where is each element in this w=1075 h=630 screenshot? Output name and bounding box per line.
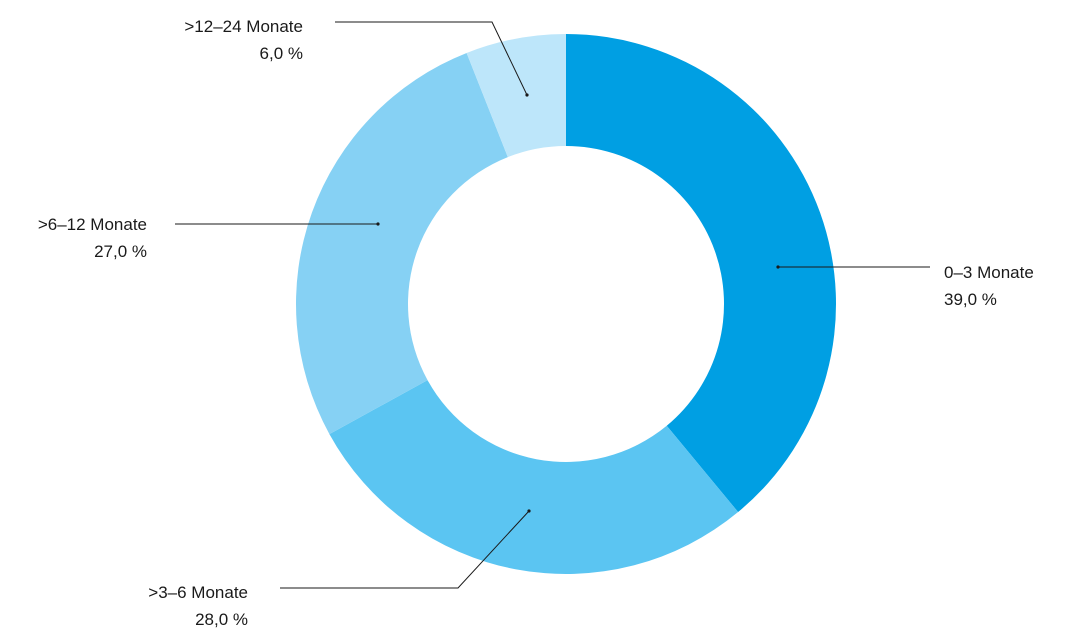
slice-0-3-monate (566, 34, 837, 513)
slice-value-3-6-monate: 28,0 % (195, 610, 248, 629)
slice-labels: 0–3 Monate 39,0 % >3–6 Monate 28,0 % >6–… (38, 17, 1034, 629)
leader-line-3-6-monate (280, 510, 530, 589)
leader-dot-0-3-monate (776, 265, 780, 269)
leader-dot-6-12-monate (376, 222, 380, 226)
slice-value-0-3-monate: 39,0 % (944, 290, 997, 309)
slice-label-0-3-monate: 0–3 Monate (944, 263, 1034, 282)
leader-dot-12-24-monate (525, 93, 529, 97)
slice-6-12-monate (296, 52, 508, 435)
slice-value-6-12-monate: 27,0 % (94, 242, 147, 261)
leader-line-12-24-monate (335, 21, 528, 96)
slice-label-6-12-monate: >6–12 Monate (38, 215, 147, 234)
leader-dot-3-6-monate (527, 509, 531, 513)
leader-lines (175, 21, 930, 589)
slice-label-3-6-monate: >3–6 Monate (148, 583, 248, 602)
slice-value-12-24-monate: 6,0 % (260, 44, 303, 63)
slice-label-12-24-monate: >12–24 Monate (184, 17, 303, 36)
slice-3-6-monate (329, 380, 739, 575)
slice-12-24-monate (466, 34, 566, 158)
donut-slices (296, 34, 837, 575)
